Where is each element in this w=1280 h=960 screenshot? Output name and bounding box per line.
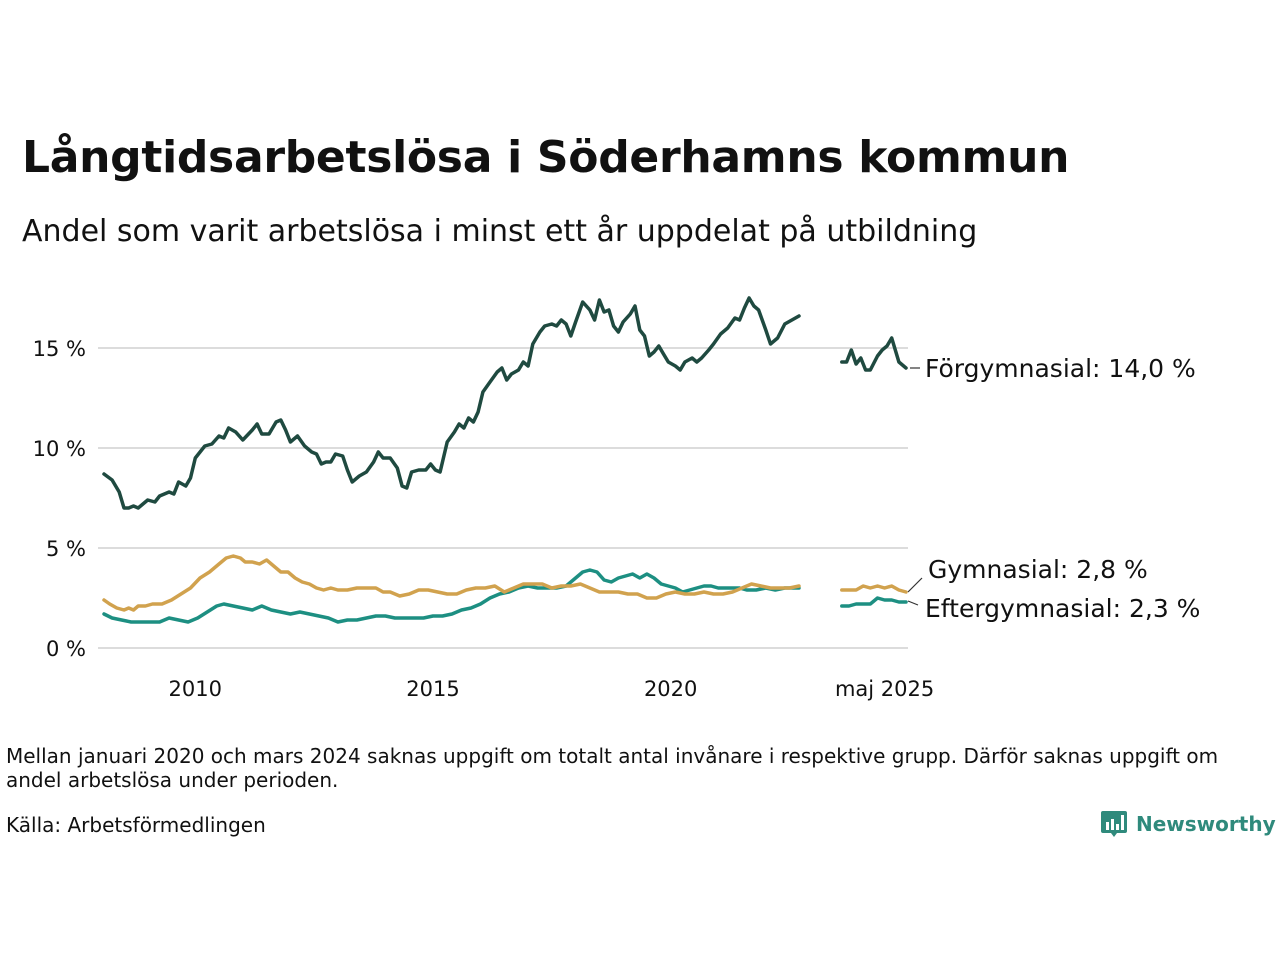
series-line-gymnasial — [840, 584, 908, 594]
series-line-gymnasial — [102, 554, 801, 612]
chart-title: Långtidsarbetslösa i Söderhamns kommun — [22, 132, 1070, 183]
y-tick-label: 0 % — [46, 637, 86, 661]
end-label-gymnasial: Gymnasial: 2,8 % — [928, 555, 1148, 584]
y-tick-label: 15 % — [33, 337, 86, 361]
series-line-förgymnasial — [102, 296, 801, 510]
series-line-förgymnasial — [840, 336, 908, 372]
brand-logo: Newsworthy — [1100, 809, 1276, 839]
newsworthy-icon — [1101, 811, 1127, 837]
y-tick-label: 5 % — [46, 537, 86, 561]
brand-name: Newsworthy — [1136, 812, 1276, 836]
x-axis-ticks: 2010 2015 2020 maj 2025 — [169, 677, 935, 701]
end-label-leader — [907, 600, 919, 606]
footnote: Mellan januari 2020 och mars 2024 saknas… — [6, 744, 1219, 792]
series-lines — [102, 296, 908, 624]
x-tick-label: 2010 — [169, 677, 222, 701]
series-line-eftergymnasial — [102, 568, 801, 624]
end-label-leader — [907, 577, 923, 593]
end-label-eftergymnasial: Eftergymnasial: 2,3 % — [925, 594, 1200, 623]
x-tick-label: maj 2025 — [835, 677, 934, 701]
y-axis-ticks: 0 % 5 % 10 % 15 % — [33, 337, 86, 661]
end-labels: Förgymnasial: 14,0 % Gymnasial: 2,8 % Efte… — [907, 354, 1200, 623]
y-tick-label: 10 % — [33, 437, 86, 461]
series-line-eftergymnasial — [840, 596, 908, 608]
x-tick-label: 2015 — [406, 677, 459, 701]
source-label: Källa: Arbetsförmedlingen — [6, 813, 266, 837]
chart-subtitle: Andel som varit arbetslösa i minst ett å… — [22, 214, 978, 249]
gridlines — [98, 347, 908, 649]
x-tick-label: 2020 — [644, 677, 697, 701]
end-label-förgymnasial: Förgymnasial: 14,0 % — [925, 354, 1196, 383]
